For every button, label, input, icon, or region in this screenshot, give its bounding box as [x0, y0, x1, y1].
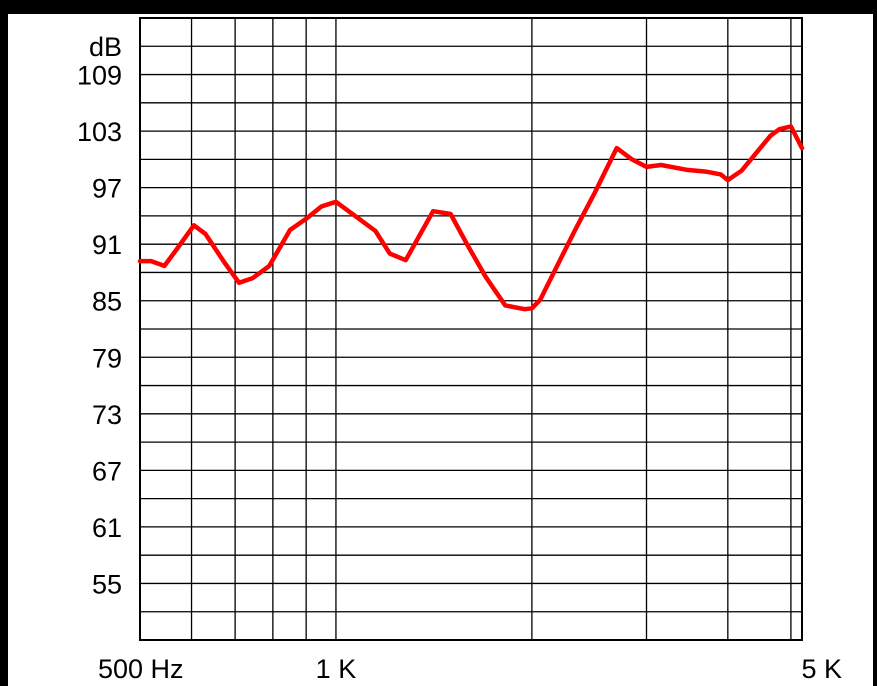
right-border-bar: [873, 0, 877, 686]
series-line: [137, 124, 805, 312]
y-tick-label: 73: [92, 400, 122, 430]
x-tick-label: 5 K: [801, 654, 842, 684]
grid: [139, 18, 802, 640]
left-border-bar: [0, 0, 8, 686]
y-tick-label: 103: [77, 117, 122, 147]
y-tick-label: 79: [92, 343, 122, 373]
y-tick-label: 67: [92, 456, 122, 486]
x-tick-label: 500 Hz: [98, 654, 184, 684]
plot-frame: [139, 17, 803, 641]
y-tick-label: 109: [77, 61, 122, 91]
y-axis-label: dB: [89, 32, 122, 62]
y-tick-label: 55: [92, 569, 122, 599]
top-border-bar: [0, 0, 877, 14]
y-tick-label: 85: [92, 287, 122, 317]
y-tick-label: 61: [92, 513, 122, 543]
y-tick-label: 91: [92, 230, 122, 260]
y-tick-label: 97: [92, 174, 122, 204]
x-tick-label: 1 K: [316, 654, 357, 684]
y-axis-tick-labels: 109 103 97 91 85 79 73 67 61 55: [77, 61, 122, 600]
x-axis-tick-labels: 500 Hz 1 K 5 K: [98, 654, 842, 684]
